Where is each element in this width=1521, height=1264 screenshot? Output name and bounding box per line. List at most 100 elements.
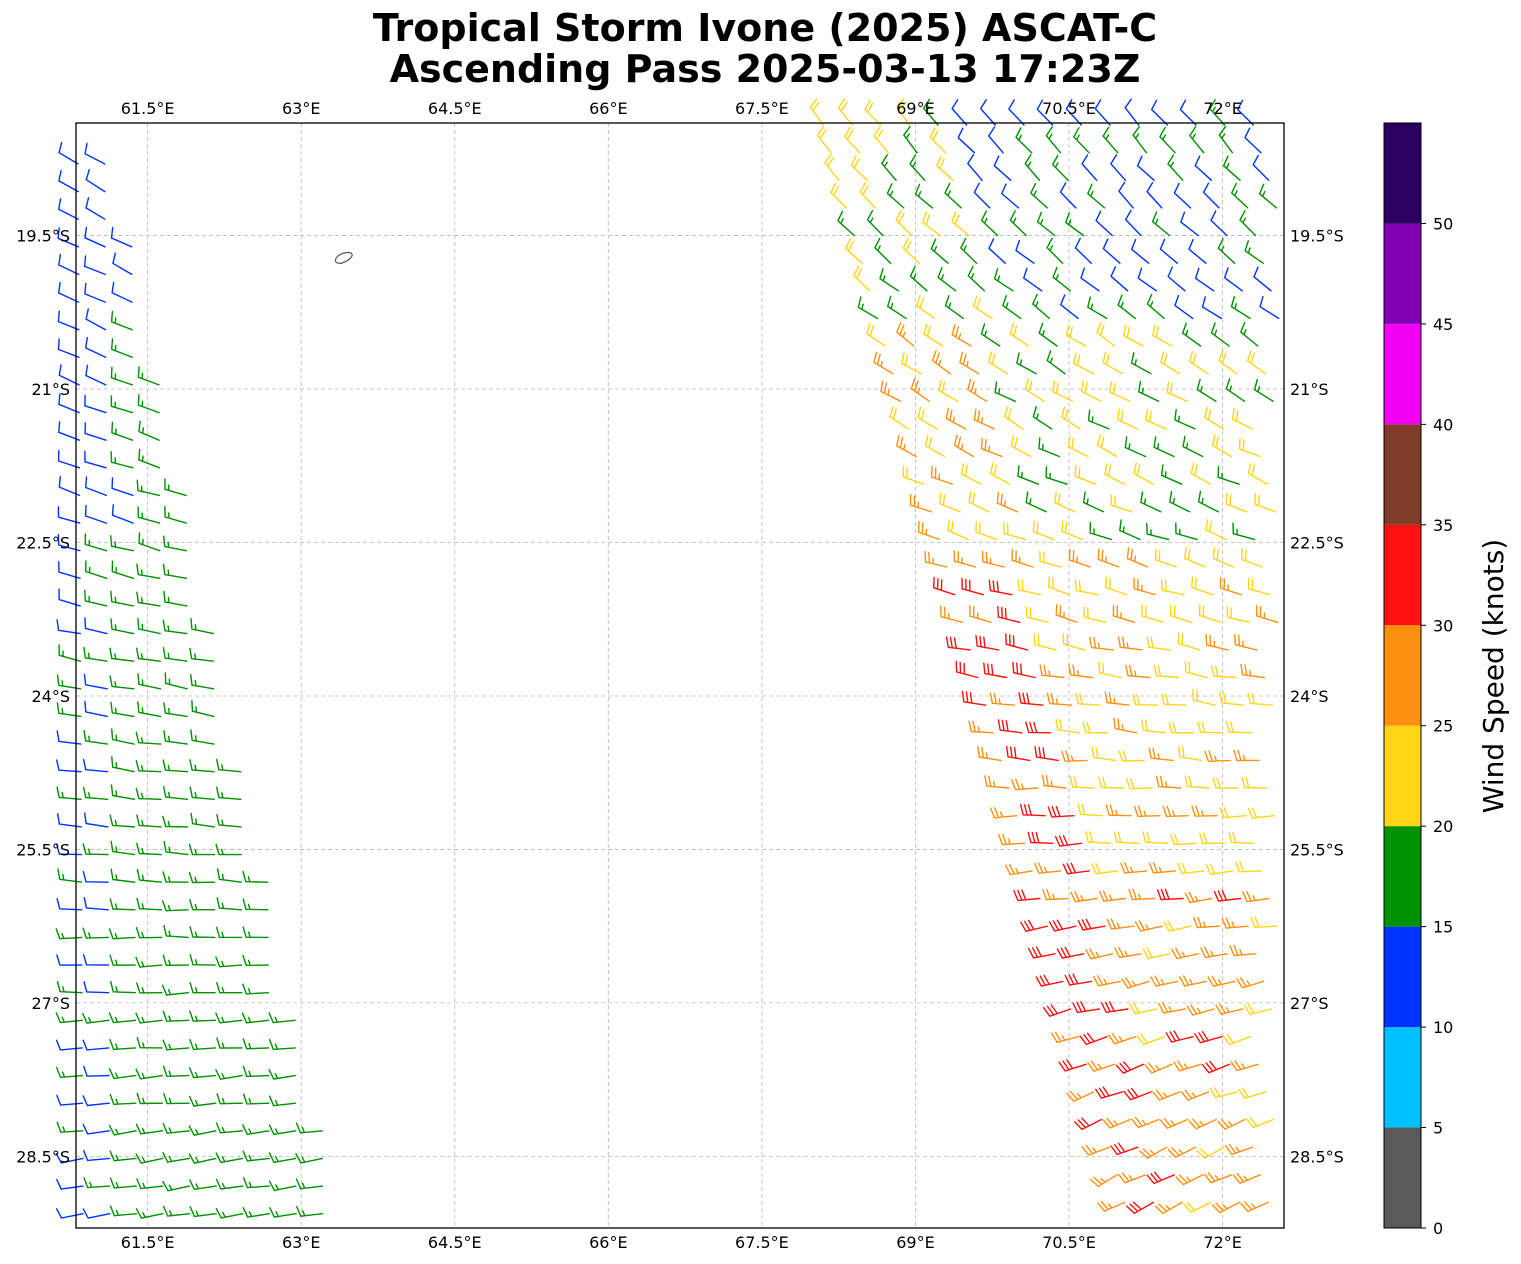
wind-barb-glyph (1039, 664, 1065, 679)
wind-barb (1178, 745, 1203, 762)
wind-barb (1027, 831, 1054, 844)
wind-barb (1113, 831, 1140, 844)
wind-barb (136, 1092, 164, 1105)
wind-barb (162, 954, 190, 966)
wind-barb-glyph (1246, 350, 1267, 375)
wind-barb-glyph (924, 550, 948, 568)
wind-barb-glyph (1182, 322, 1202, 347)
wind-barb (1009, 323, 1030, 347)
wind-barb-glyph (889, 406, 909, 430)
wind-barb (136, 814, 162, 828)
wind-barb (242, 870, 269, 883)
wind-barb (1011, 778, 1039, 791)
wind-barb (162, 759, 189, 773)
wind-barb (110, 701, 135, 718)
wind-barb (84, 255, 106, 276)
wind-barb-glyph (1152, 324, 1173, 347)
wind-barb (940, 605, 964, 623)
wind-barb (1201, 1060, 1231, 1074)
wind-barb-glyph (269, 1207, 297, 1218)
wind-barb (162, 1205, 191, 1217)
wind-barb-glyph (1219, 691, 1245, 706)
wind-barb (1258, 183, 1278, 209)
wind-barb-glyph (109, 1038, 137, 1051)
wind-barb-glyph (215, 956, 243, 968)
wind-barb (58, 198, 79, 220)
wind-barb-glyph (137, 617, 161, 635)
wind-barb (1126, 1201, 1155, 1214)
wind-barb-glyph (1048, 575, 1071, 596)
wind-barb-glyph (1089, 1174, 1118, 1188)
wind-barb-glyph (809, 98, 824, 126)
wind-barb-glyph (909, 494, 933, 513)
wind-barb-glyph (1025, 721, 1052, 734)
wind-barb (190, 674, 215, 690)
wind-barb (1160, 351, 1181, 375)
wind-barb-glyph (136, 842, 162, 856)
wind-barb (1174, 408, 1196, 430)
wind-barb (1048, 919, 1077, 932)
wind-barb (268, 1095, 297, 1107)
wind-barb-glyph (1096, 322, 1116, 347)
wind-barb-glyph (1210, 322, 1230, 347)
wind-barb-glyph (1105, 804, 1132, 817)
wind-barb (111, 728, 135, 745)
wind-barb-glyph (189, 982, 216, 994)
wind-barb-glyph (109, 954, 136, 966)
wind-barb (1133, 462, 1154, 485)
wind-barb (1060, 294, 1079, 320)
wind-barb-glyph (82, 1208, 111, 1219)
wind-barb-glyph (242, 870, 269, 883)
wind-barb (1201, 296, 1223, 320)
wind-barb (82, 954, 110, 966)
wind-barb (82, 758, 109, 773)
wind-barb (1182, 322, 1202, 347)
wind-barb (924, 434, 946, 458)
wind-barb-glyph (953, 550, 977, 568)
wind-barb-glyph (1001, 183, 1020, 209)
wind-barb-glyph (1113, 831, 1140, 844)
wind-barb-glyph (1042, 888, 1070, 901)
wind-barb (189, 982, 216, 994)
wind-barb-glyph (866, 210, 884, 237)
wind-barb-glyph (1205, 519, 1227, 541)
wind-barb (216, 758, 242, 773)
wind-barb-glyph (163, 702, 188, 718)
wind-barb-glyph (1163, 920, 1192, 932)
wind-barb-glyph (1155, 775, 1182, 789)
wind-barb (110, 451, 134, 469)
wind-barb (162, 815, 189, 828)
wind-barb (1087, 296, 1108, 320)
wind-barb-glyph (1142, 947, 1171, 959)
wind-barb (1243, 1003, 1272, 1015)
wind-barb-glyph (1052, 154, 1069, 181)
wind-barb (1087, 409, 1110, 430)
wind-barb-glyph (1160, 351, 1181, 375)
wind-barb (1105, 804, 1132, 817)
wind-barb-glyph (1097, 548, 1120, 568)
wind-barb-glyph (1240, 321, 1259, 347)
wind-barb-glyph (135, 956, 163, 968)
wind-barb (980, 437, 1003, 458)
wind-barb (968, 720, 994, 734)
wind-barb (857, 296, 879, 320)
wind-barb (83, 1177, 111, 1189)
wind-barb-glyph (940, 605, 964, 623)
wind-barb-glyph (85, 364, 107, 386)
wind-barb (1188, 1118, 1217, 1130)
wind-barb-glyph (162, 954, 190, 966)
wind-barb (1041, 774, 1067, 789)
wind-barb-glyph (1136, 155, 1155, 181)
wind-barb-glyph (902, 238, 920, 264)
wind-barb (1231, 408, 1253, 430)
wind-barb-glyph (1201, 296, 1223, 320)
wind-barb (215, 926, 243, 939)
wind-barb-glyph (135, 927, 163, 939)
lon-tick-label-bottom: 69°E (896, 1233, 934, 1252)
wind-barb (109, 898, 136, 911)
wind-barb (957, 127, 976, 154)
wind-barb (136, 479, 161, 497)
wind-barb-glyph (1017, 465, 1040, 485)
wind-barb-glyph (85, 169, 106, 193)
wind-barb-glyph (989, 692, 1015, 706)
